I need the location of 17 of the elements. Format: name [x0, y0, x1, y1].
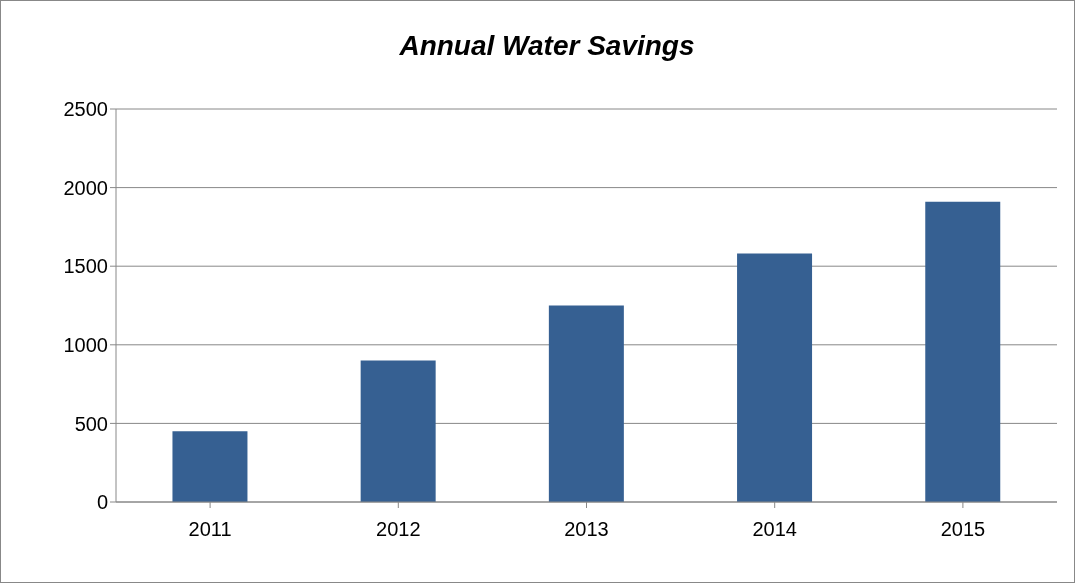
x-tick-label: 2015: [940, 518, 986, 541]
y-tick-label: 500: [74, 412, 108, 435]
bar: [925, 201, 1001, 502]
y-tick-label: 2000: [63, 176, 108, 199]
x-tick-label: 2011: [188, 518, 232, 541]
y-tick-label: 1000: [63, 333, 108, 356]
bar: [360, 360, 436, 502]
x-tick-label: 2014: [752, 518, 797, 541]
bar: [548, 305, 624, 502]
y-tick-label: 2500: [63, 98, 108, 121]
y-tick-label: 1500: [63, 255, 108, 278]
chart-title: Annual Water Savings: [398, 30, 696, 62]
bar: [172, 431, 248, 502]
y-tick-label: 0: [96, 491, 108, 514]
bar: [737, 253, 813, 502]
x-tick-label: 2012: [376, 518, 421, 541]
x-tick-label: 2013: [564, 518, 609, 541]
